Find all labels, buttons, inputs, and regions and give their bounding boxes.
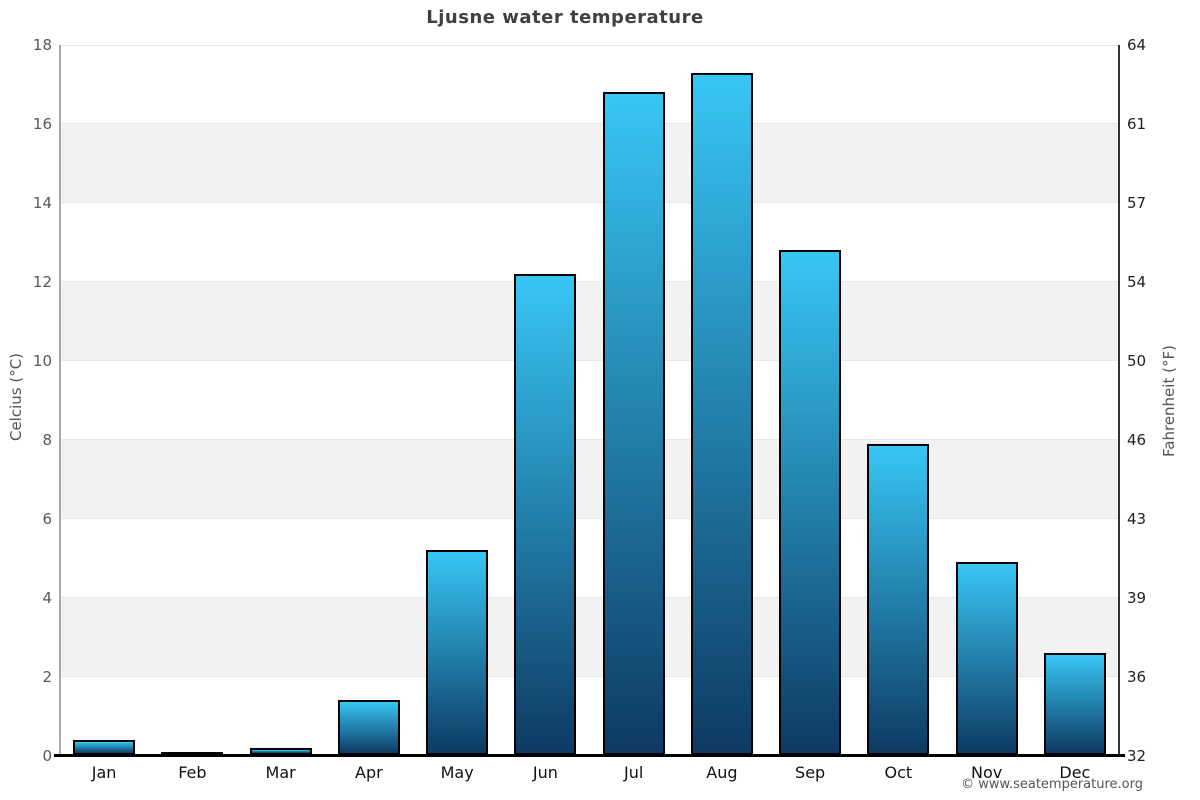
plot-band-2-4	[60, 597, 1119, 677]
bar-aug[interactable]	[690, 72, 753, 756]
y-tick-celsius-4: 4	[42, 588, 52, 607]
x-tick-dec: Dec	[1059, 762, 1091, 782]
left-axis-line	[59, 45, 61, 756]
gridline-18	[60, 44, 1119, 46]
gridline-12	[60, 281, 1119, 283]
y-tick-fahrenheit-61: 61	[1127, 114, 1147, 133]
y-tick-celsius-10: 10	[32, 351, 52, 370]
bar-may[interactable]	[426, 550, 489, 756]
gridline-8	[60, 439, 1119, 441]
y-tick-celsius-0: 0	[42, 746, 52, 765]
bar-jul[interactable]	[602, 92, 665, 756]
x-tick-oct: Oct	[884, 762, 913, 782]
x-tick-sep: Sep	[795, 762, 826, 782]
x-tick-apr: Apr	[355, 762, 383, 782]
gridline-16	[60, 123, 1119, 125]
y-tick-fahrenheit-50: 50	[1127, 351, 1147, 370]
y-tick-fahrenheit-39: 39	[1127, 588, 1147, 607]
y-tick-celsius-6: 6	[42, 509, 52, 528]
gridline-6	[60, 518, 1119, 520]
y-tick-celsius-14: 14	[32, 193, 52, 212]
watermark: © www.seatemperature.org	[961, 777, 1143, 792]
y-tick-fahrenheit-64: 64	[1127, 36, 1147, 54]
chart-title: Ljusne water temperature	[426, 7, 704, 28]
x-tick-mar: Mar	[265, 762, 296, 782]
x-tick-feb: Feb	[178, 762, 207, 782]
bar-dec[interactable]	[1043, 652, 1106, 756]
x-tick-jan: Jan	[91, 762, 117, 782]
bar-apr[interactable]	[337, 700, 400, 756]
y-tick-celsius-2: 2	[42, 667, 52, 686]
right-axis-line	[1118, 45, 1120, 756]
plot-band-6-8	[60, 439, 1119, 519]
y-tick-fahrenheit-46: 46	[1127, 430, 1147, 449]
plot-band-14-16	[60, 123, 1119, 203]
plot-band-10-12	[60, 281, 1119, 361]
y-tick-fahrenheit-36: 36	[1127, 667, 1147, 686]
y-tick-celsius-12: 12	[32, 272, 52, 291]
gridline-14	[60, 202, 1119, 204]
x-tick-jul: Jul	[623, 762, 644, 782]
y-tick-fahrenheit-54: 54	[1127, 272, 1147, 291]
x-tick-nov: Nov	[971, 762, 1003, 782]
y-tick-celsius-18: 18	[32, 36, 52, 54]
bar-jun[interactable]	[514, 273, 577, 756]
x-tick-aug: Aug	[706, 762, 738, 782]
y-tick-fahrenheit-57: 57	[1127, 193, 1147, 212]
y-tick-celsius-16: 16	[32, 114, 52, 133]
bar-sep[interactable]	[779, 250, 842, 756]
bar-nov[interactable]	[955, 562, 1018, 756]
gridline-4	[60, 597, 1119, 599]
y-tick-fahrenheit-32: 32	[1127, 746, 1147, 765]
x-axis-line	[54, 754, 1125, 757]
y-tick-fahrenheit-43: 43	[1127, 509, 1147, 528]
y-tick-celsius-8: 8	[42, 430, 52, 449]
bar-oct[interactable]	[867, 443, 930, 756]
gridline-10	[60, 360, 1119, 362]
gridline-2	[60, 676, 1119, 678]
x-tick-jun: Jun	[532, 762, 558, 782]
x-tick-may: May	[440, 762, 474, 782]
